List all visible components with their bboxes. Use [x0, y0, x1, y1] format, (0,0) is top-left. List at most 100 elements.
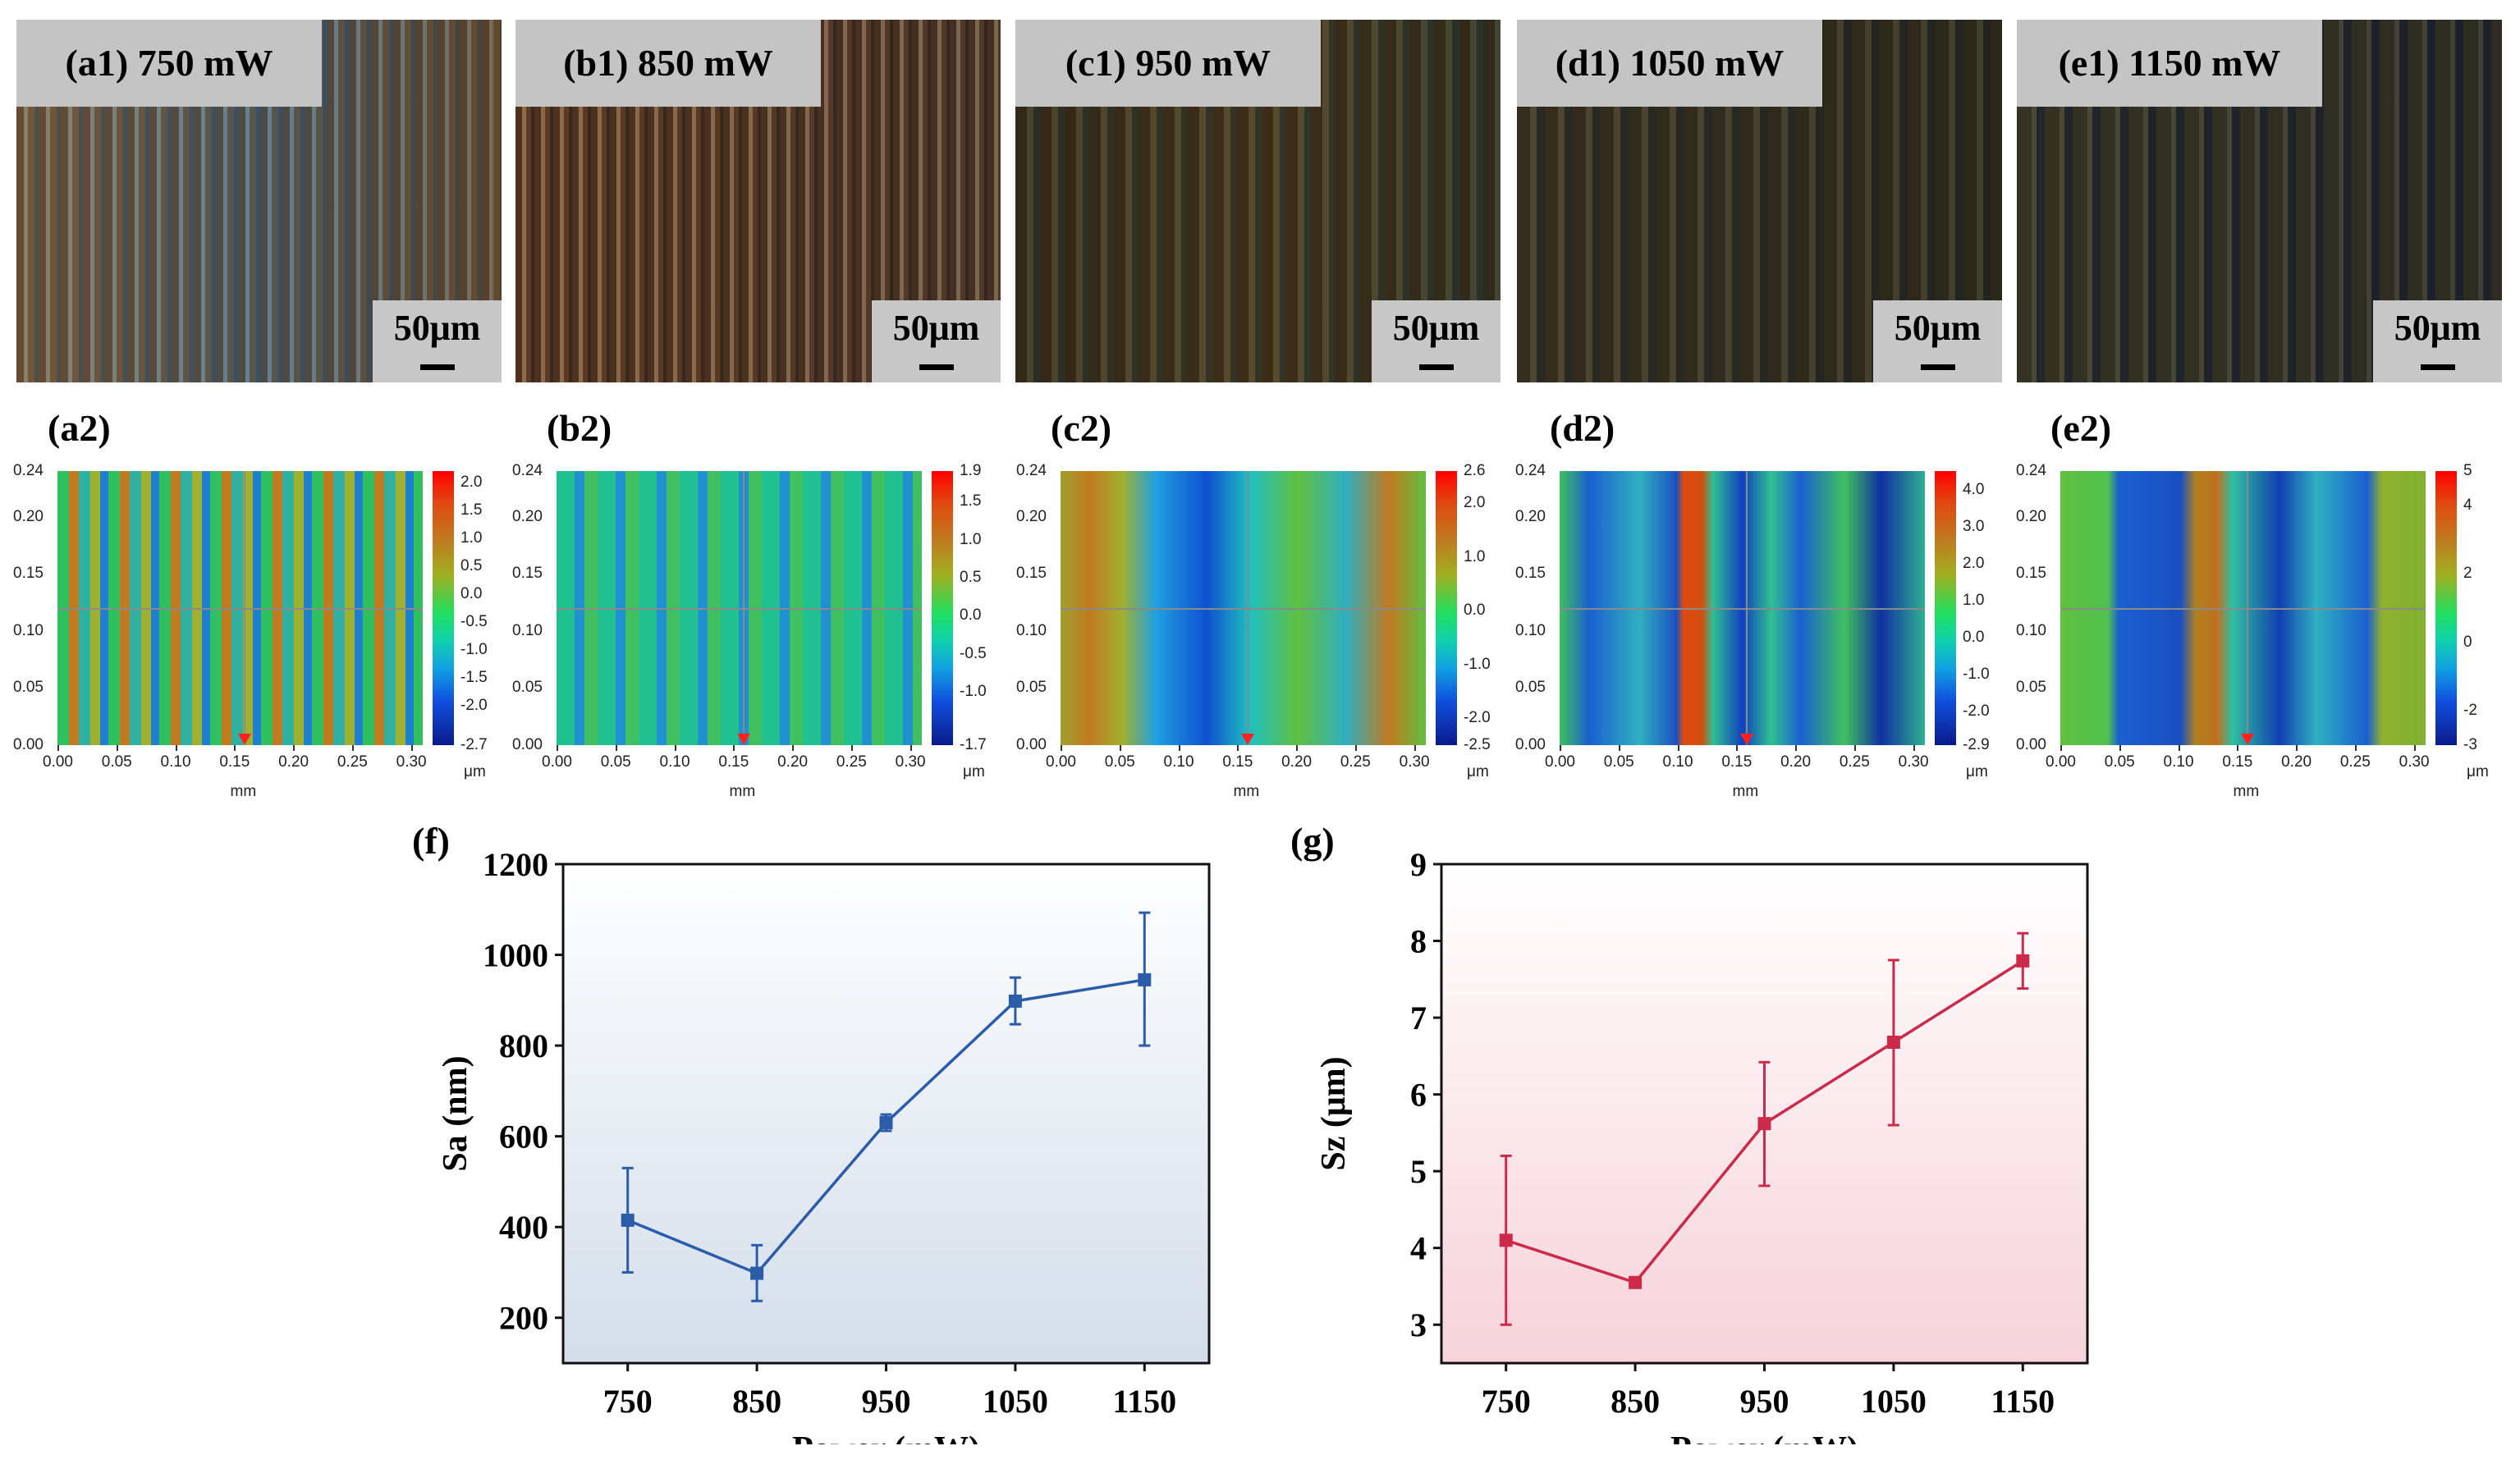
colorbar-tick-label: -2.0	[460, 697, 488, 715]
colorbar	[1935, 471, 1956, 745]
y-tick-label: 0.15	[512, 565, 543, 583]
x-tick-mark	[1178, 745, 1180, 751]
y-tick-label: 0.20	[2016, 507, 2046, 525]
colorbar-tick-label: 1.0	[960, 530, 982, 548]
micrograph-panel: (e1) 1150 mW 50μm	[2017, 20, 2502, 382]
colorbar-tick-label: 4.0	[1963, 480, 1985, 498]
data-point	[621, 1213, 635, 1227]
x-tick-mark	[2178, 745, 2180, 751]
x-tick-mark	[351, 745, 354, 751]
colorbar-tick-label: 1.5	[460, 501, 483, 519]
heatmap-panel-label: (c2)	[1051, 407, 1112, 449]
x-tick-label: 750	[603, 1383, 653, 1420]
x-axis-label: Power (mW)	[792, 1430, 980, 1444]
x-tick-mark	[1736, 745, 1739, 751]
chart-panel-label: (g)	[1290, 821, 1335, 862]
x-tick-label: 0.30	[396, 753, 427, 771]
x-tick-label: 0.20	[777, 753, 809, 771]
x-tick-mark	[1119, 745, 1121, 751]
x-tick-label: 0.20	[278, 753, 309, 771]
y-tick-label: 0.05	[1016, 679, 1047, 697]
x-tick-label: 850	[732, 1383, 781, 1420]
y-tick-label: 0.10	[2016, 621, 2046, 639]
colorbar-tick-label: 2.0	[1963, 554, 1985, 572]
heatmap-panel-label: (e2)	[2050, 407, 2112, 449]
y-tick-label: 7	[1410, 1000, 1427, 1036]
y-tick-label: 0.24	[2016, 462, 2046, 479]
x-tick-label: 0.30	[895, 753, 926, 771]
data-point	[1886, 1036, 1900, 1050]
x-tick-label: 0.15	[219, 753, 250, 771]
sa-chart: 750 850 950 1050 1150 200 400 600 800 1000 1200 Pow…	[412, 821, 1211, 1444]
colorbar-tick-label: -1.7	[960, 736, 987, 753]
scale-bar: 50μm	[872, 300, 1001, 382]
x-tick-label: 0.10	[659, 753, 690, 771]
x-tick-label: 0.15	[1721, 753, 1753, 771]
colorbar-tick-label: 1.0	[1464, 547, 1486, 565]
x-tick-label: 1150	[1112, 1383, 1176, 1420]
y-tick-label: 0.00	[512, 736, 543, 753]
x-tick-label: 0.25	[836, 753, 867, 771]
y-tick-label: 0.10	[1515, 621, 1546, 639]
x-tick-mark	[1413, 745, 1416, 751]
sz-chart: 750 850 950 1050 1150 3 4 5 6 7 8 9 Power (mW) Sz (μm…	[1290, 821, 2089, 1444]
x-tick-label: 0.10	[160, 753, 191, 771]
profile-line-vertical	[742, 471, 745, 745]
x-tick-mark	[733, 745, 735, 751]
y-tick-label: 0.15	[1515, 565, 1546, 583]
x-tick-label: 0.00	[43, 753, 73, 771]
y-axis-label: Sa (nm)	[437, 1055, 474, 1171]
colorbar-unit: μm	[1966, 763, 1988, 780]
x-tick-mark	[557, 745, 558, 751]
colorbar-unit: μm	[1467, 763, 1489, 780]
scale-bar-line	[919, 364, 954, 370]
colorbar-tick-label: -3	[2463, 736, 2477, 753]
data-point	[1629, 1275, 1643, 1289]
y-tick-label: 0.20	[512, 507, 543, 525]
x-tick-label: 750	[1482, 1383, 1531, 1420]
scale-bar-label: 50μm	[2394, 308, 2481, 348]
colorbar-tick-label: -2.5	[1464, 736, 1491, 753]
x-tick-label: 0.15	[718, 753, 749, 771]
x-tick-label: 0.10	[1662, 753, 1693, 771]
x-axis-unit: mm	[2233, 783, 2260, 800]
x-tick-mark	[1913, 745, 1915, 751]
colorbar-tick-label: 0.0	[960, 606, 982, 625]
micrograph-panel: (d1) 1050 mW 50μm	[1517, 20, 2002, 382]
x-tick-label: 0.25	[2339, 753, 2371, 771]
profile-marker-icon	[1240, 734, 1254, 745]
scale-bar-label: 50μm	[892, 308, 980, 348]
profile-marker-icon	[1739, 734, 1753, 745]
heatmap-panel-label: (d2)	[1550, 407, 1615, 449]
colorbar-tick-label: -2.7	[460, 736, 488, 753]
x-tick-label: 0.00	[542, 753, 572, 771]
profile-marker-icon	[237, 734, 251, 745]
x-tick-mark	[2119, 745, 2121, 751]
chart-panel-label: (f)	[412, 821, 450, 862]
x-tick-mark	[2413, 745, 2416, 751]
scale-bar-label: 50μm	[1392, 308, 1480, 348]
height-map	[1560, 471, 1925, 745]
colorbar	[433, 471, 454, 745]
colorbar-tick-label: -0.5	[460, 613, 488, 631]
micrograph-label: (b1) 850 mW	[515, 20, 821, 107]
x-tick-label: 0.20	[1780, 753, 1812, 771]
x-tick-label: 0.00	[1046, 753, 1076, 771]
y-tick-label: 1000	[483, 937, 548, 974]
height-map	[557, 471, 922, 745]
colorbar-tick-label: 2.0	[1464, 494, 1486, 512]
profile-line-vertical	[1745, 471, 1748, 745]
x-axis-unit: mm	[729, 783, 756, 800]
colorbar-tick-label: -1.0	[460, 641, 488, 659]
scale-bar-line	[1921, 364, 1955, 370]
y-tick-label: 0.24	[1515, 462, 1546, 479]
colorbar-tick-label: 0	[2463, 633, 2472, 651]
x-tick-mark	[1237, 745, 1239, 751]
x-axis-unit: mm	[1233, 783, 1260, 800]
x-tick-label: 850	[1611, 1383, 1660, 1420]
x-tick-label: 0.30	[1399, 753, 1430, 771]
profile-marker-icon	[736, 734, 750, 745]
y-axis-label: Sz (μm)	[1315, 1056, 1353, 1170]
y-tick-label: 0.15	[1016, 565, 1047, 583]
x-tick-label: 0.30	[1898, 753, 1929, 771]
